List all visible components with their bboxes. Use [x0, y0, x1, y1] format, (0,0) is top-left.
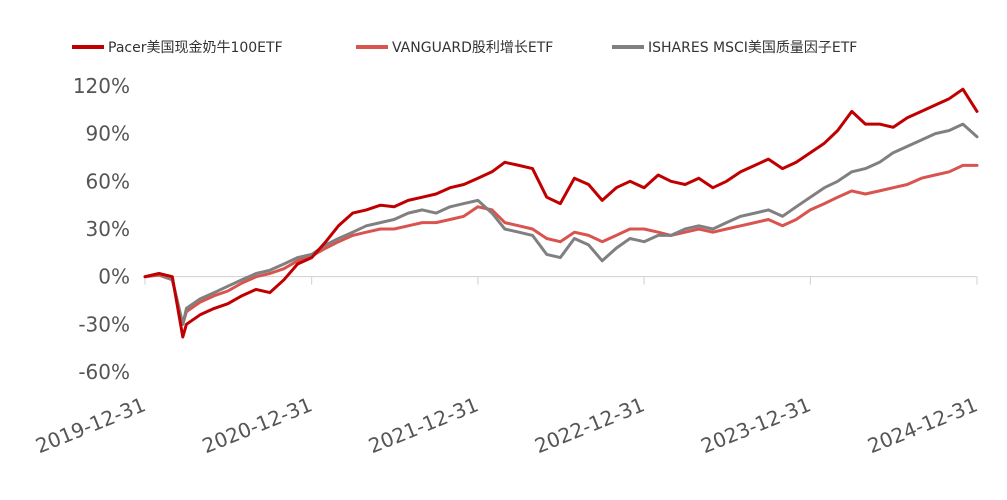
x-axis-tick-marks [144, 276, 978, 285]
series-line [143, 122, 979, 326]
legend: Pacer美国现金奶牛100ETF VANGUARD股利增长ETF ISHARES … [72, 40, 857, 56]
y-tick-label: 120% [73, 74, 130, 98]
legend-item: ISHARES MSCI美国质量因子ETF [612, 40, 857, 56]
legend-label: ISHARES MSCI美国质量因子ETF [648, 40, 857, 56]
series-lines [143, 87, 979, 339]
legend-label: Pacer美国现金奶牛100ETF [108, 40, 283, 56]
x-tick-label: 2023-12-31 [697, 392, 814, 458]
y-axis-tick-labels: 120% 90% 60% 30% 0% -30% -60% [73, 74, 130, 384]
x-tick-label: 2022-12-31 [531, 392, 648, 458]
x-tick-label: 2019-12-31 [32, 392, 149, 458]
x-axis-tick-labels: 2019-12-31 2020-12-31 2021-12-31 2022-12-31… [32, 392, 981, 458]
y-tick-label: -60% [78, 360, 130, 384]
y-tick-label: 30% [86, 217, 130, 241]
x-tick-label: 2020-12-31 [199, 392, 316, 458]
x-tick-label: 2024-12-31 [864, 392, 981, 458]
series-line [143, 163, 979, 326]
legend-item: VANGUARD股利增长ETF [356, 40, 553, 56]
y-tick-label: 60% [86, 169, 130, 193]
y-tick-label: 0% [98, 265, 130, 289]
y-tick-label: -30% [78, 312, 130, 336]
legend-item: Pacer美国现金奶牛100ETF [72, 40, 283, 56]
y-tick-label: 90% [86, 122, 130, 146]
legend-label: VANGUARD股利增长ETF [392, 40, 553, 56]
x-tick-label: 2021-12-31 [365, 392, 482, 458]
series-line [143, 87, 979, 339]
